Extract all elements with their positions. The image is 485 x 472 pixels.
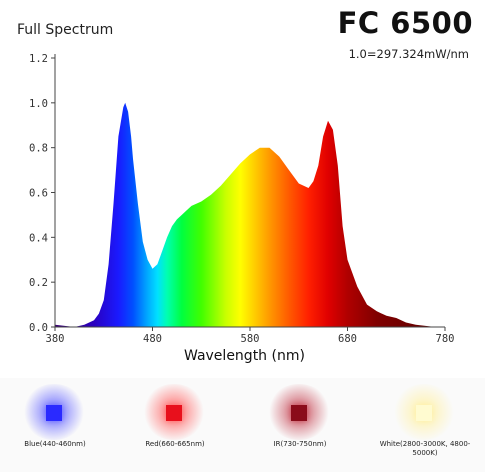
- legend-band: Blue(440-460nm) Red(660-665nm) IR(730-75…: [0, 378, 485, 472]
- scale-note: 1.0=297.324mW/nm: [348, 47, 469, 61]
- x-tick-label: 580: [241, 333, 260, 345]
- spectrum-area: [55, 102, 445, 327]
- legend-item-blue: Blue(440-460nm): [0, 378, 110, 472]
- y-tick-label: 0.2: [29, 277, 48, 289]
- legend-item-ir: IR(730-750nm): [245, 378, 355, 472]
- legend-label-blue: Blue(440-460nm): [24, 440, 86, 448]
- red-led-swatch: [166, 405, 182, 421]
- y-tick-label: 0.6: [29, 188, 48, 200]
- x-tick-label: 780: [436, 333, 455, 345]
- legend-label-red: Red(660-665nm): [145, 440, 205, 448]
- y-tick-label: 0.4: [29, 232, 48, 244]
- x-tick-label: 480: [143, 333, 162, 345]
- blue-led-swatch: [46, 405, 62, 421]
- ir-led-swatch: [291, 405, 307, 421]
- chart-title: Full Spectrum: [17, 22, 114, 38]
- white-led-swatch: [416, 405, 432, 421]
- legend-item-red: Red(660-665nm): [120, 378, 230, 472]
- legend-label-ir: IR(730-750nm): [273, 440, 327, 448]
- y-tick-label: 0.0: [29, 322, 48, 334]
- y-tick-label: 1.2: [29, 53, 48, 65]
- spectrum-plot: 0.0 0.2 0.4 0.6 0.8 1.0 1.2 380 480 580 680 780: [29, 53, 455, 345]
- y-tick-label: 0.8: [29, 143, 48, 155]
- x-tick-label: 380: [46, 333, 65, 345]
- x-tick-label: 680: [338, 333, 357, 345]
- legend-item-white: White(2800-3000K, 4800-5000K): [370, 378, 480, 472]
- model-title: FC 6500: [337, 6, 473, 40]
- x-axis-label: Wavelength (nm): [184, 348, 305, 364]
- y-tick-label: 1.0: [29, 98, 48, 110]
- legend-label-white: White(2800-3000K, 4800-5000K): [379, 440, 471, 457]
